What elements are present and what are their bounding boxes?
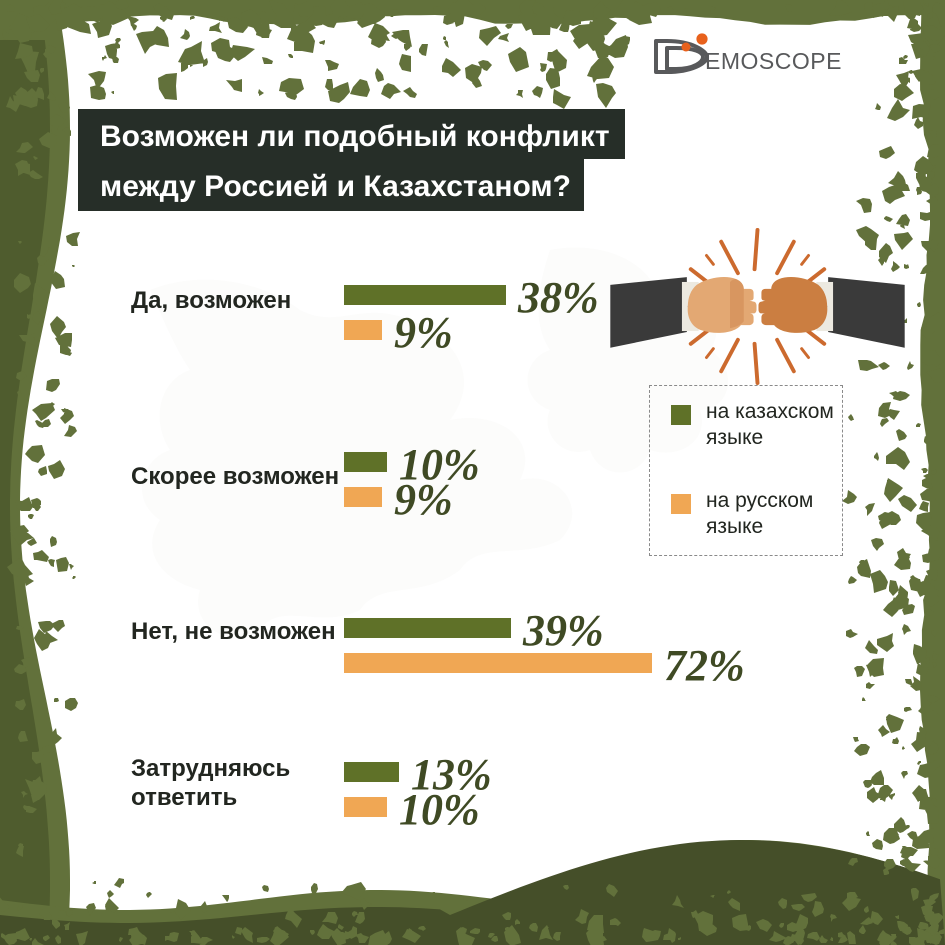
- svg-text:EMOSCOPE: EMOSCOPE: [705, 48, 842, 74]
